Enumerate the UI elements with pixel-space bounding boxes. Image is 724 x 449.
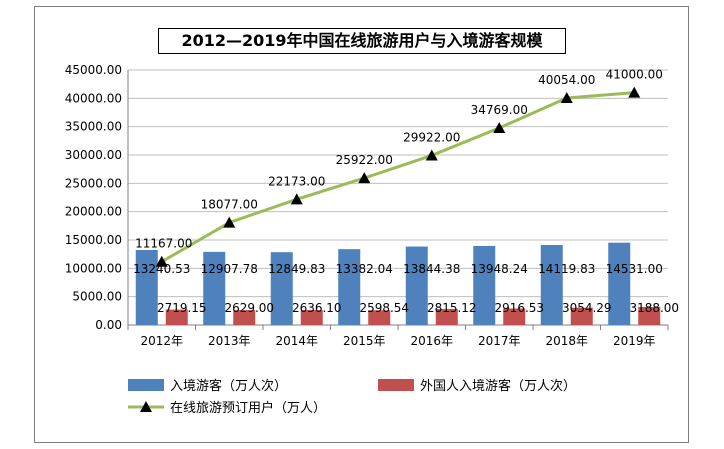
x-tick-label: 2018年 bbox=[545, 334, 588, 348]
data-label: 3188.00 bbox=[629, 301, 679, 315]
data-label: 14119.83 bbox=[538, 262, 595, 276]
y-tick-label: 30000.00 bbox=[65, 148, 122, 162]
bar-inbound bbox=[540, 244, 563, 325]
legend-online-marker bbox=[140, 401, 152, 412]
x-tick-label: 2013年 bbox=[208, 334, 251, 348]
bar-foreign bbox=[570, 307, 593, 325]
line-marker bbox=[155, 255, 168, 267]
x-tick-label: 2017年 bbox=[478, 334, 521, 348]
y-tick-label: 0.00 bbox=[95, 318, 122, 332]
data-label: 2916.53 bbox=[494, 301, 544, 315]
bar-foreign bbox=[233, 310, 256, 325]
line-marker bbox=[493, 121, 506, 133]
y-tick-label: 20000.00 bbox=[65, 205, 122, 219]
y-tick-label: 15000.00 bbox=[65, 233, 122, 247]
data-label: 13844.38 bbox=[403, 262, 460, 276]
x-tick-label: 2012年 bbox=[140, 334, 183, 348]
bar-foreign bbox=[435, 309, 458, 325]
x-tick-label: 2015年 bbox=[343, 334, 386, 348]
data-label: 12907.78 bbox=[201, 262, 258, 276]
data-label: 11167.00 bbox=[135, 237, 192, 251]
x-tick-label: 2019年 bbox=[613, 334, 656, 348]
line-marker bbox=[223, 216, 236, 228]
legend-foreign-swatch bbox=[378, 379, 414, 391]
bar-inbound bbox=[473, 245, 496, 325]
line-marker bbox=[290, 193, 303, 205]
x-tick-label: 2014年 bbox=[275, 334, 318, 348]
legend-inbound-swatch bbox=[128, 379, 164, 391]
data-label: 2815.12 bbox=[427, 301, 477, 315]
data-label: 13382.04 bbox=[336, 262, 393, 276]
legend-online-label: 在线旅游预订用户（万人） bbox=[170, 400, 326, 416]
data-label: 41000.00 bbox=[606, 68, 663, 82]
bar-inbound bbox=[135, 249, 158, 325]
y-tick-label: 40000.00 bbox=[65, 91, 122, 105]
line-marker bbox=[560, 92, 573, 104]
data-label: 18077.00 bbox=[201, 198, 258, 212]
x-tick-label: 2016年 bbox=[410, 334, 453, 348]
bar-inbound bbox=[405, 246, 428, 325]
data-label: 13240.53 bbox=[133, 262, 190, 276]
y-tick-label: 35000.00 bbox=[65, 120, 122, 134]
legend-foreign-label: 外国人入境游客（万人次） bbox=[420, 378, 576, 394]
data-label: 3054.29 bbox=[562, 301, 612, 315]
line-marker bbox=[358, 172, 371, 184]
bar-inbound bbox=[608, 242, 631, 325]
y-tick-label: 25000.00 bbox=[65, 176, 122, 190]
data-label: 22173.00 bbox=[268, 174, 325, 188]
bar-foreign bbox=[503, 308, 526, 325]
data-label: 25922.00 bbox=[336, 153, 393, 167]
data-label: 29922.00 bbox=[403, 130, 460, 144]
data-label: 14531.00 bbox=[606, 262, 663, 276]
data-label: 13948.24 bbox=[471, 262, 528, 276]
data-label: 2629.00 bbox=[224, 301, 274, 315]
data-label: 40054.00 bbox=[538, 73, 595, 87]
line-marker bbox=[628, 86, 641, 98]
data-label: 2598.54 bbox=[359, 301, 409, 315]
data-label: 2719.15 bbox=[157, 301, 207, 315]
data-label: 12849.83 bbox=[268, 262, 325, 276]
bar-foreign bbox=[165, 309, 188, 325]
bar-inbound bbox=[338, 249, 361, 325]
bar-inbound bbox=[270, 252, 293, 325]
bar-foreign bbox=[638, 306, 661, 325]
chart-frame bbox=[34, 6, 689, 443]
y-tick-label: 10000.00 bbox=[65, 261, 122, 275]
y-tick-label: 45000.00 bbox=[65, 63, 122, 77]
bar-foreign bbox=[368, 310, 391, 325]
legend-inbound-label: 入境游客（万人次） bbox=[170, 378, 287, 394]
series-line bbox=[160, 91, 635, 264]
chart-title: 2012—2019年中国在线旅游用户与入境游客规模 bbox=[158, 28, 566, 54]
y-tick-label: 5000.00 bbox=[72, 290, 122, 304]
line-marker bbox=[425, 149, 438, 161]
data-label: 34769.00 bbox=[471, 103, 528, 117]
bar-foreign bbox=[300, 310, 323, 325]
data-label: 2636.10 bbox=[292, 301, 342, 315]
bar-inbound bbox=[203, 251, 226, 325]
